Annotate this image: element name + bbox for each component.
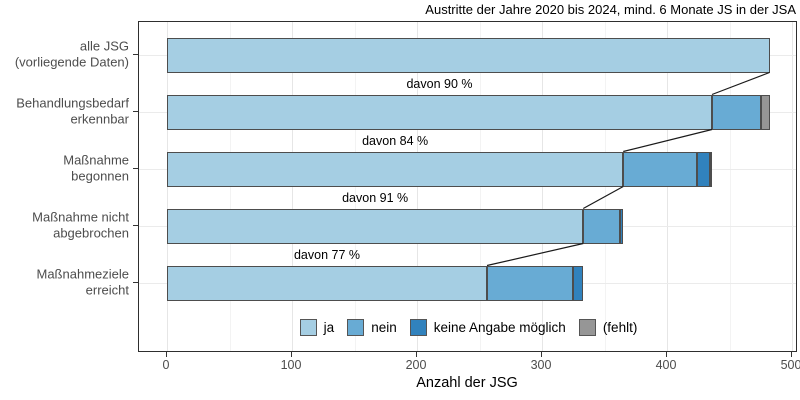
y-axis-label-line: Behandlungsbedarf xyxy=(16,95,129,111)
gridline-major xyxy=(292,22,293,351)
bar-segment-ja xyxy=(167,37,770,73)
bar-segment-keine_angabe xyxy=(697,151,710,187)
bar-segment-fehlt xyxy=(709,151,712,187)
annotation-davon: davon 91 % xyxy=(342,190,409,205)
bar-segment-nein xyxy=(623,151,697,187)
bar-segment-fehlt xyxy=(760,94,770,130)
y-axis-label-line: erkennbar xyxy=(70,111,129,126)
x-axis-tick xyxy=(416,352,417,357)
gridline-major xyxy=(417,22,418,351)
bar-segment-keine_angabe xyxy=(573,265,584,301)
gridline-major xyxy=(542,22,543,351)
gridline-minor xyxy=(229,22,231,351)
x-axis-title: Anzahl der JSG xyxy=(416,375,518,391)
legend-swatch-nein xyxy=(347,318,365,336)
y-axis-label-line: Maßnahme xyxy=(63,152,129,168)
y-axis-label-line: (vorliegende Daten) xyxy=(14,54,129,69)
annotation-davon: davon 77 % xyxy=(293,247,361,262)
y-axis-tick xyxy=(133,111,138,112)
bar-segment-ja xyxy=(167,151,624,187)
gridline-minor xyxy=(354,22,356,351)
bar-segment-ja xyxy=(167,208,584,244)
x-axis-tick-label: 100 xyxy=(280,358,302,372)
y-axis-label: Maßnahme begonnen xyxy=(63,153,129,184)
connector-line xyxy=(486,242,584,267)
gridline-major xyxy=(167,22,168,351)
y-axis-label: Behandlungsbedarf erkennbar xyxy=(16,96,129,127)
y-axis-tick xyxy=(133,225,138,226)
y-axis-label-line: abgebrochen xyxy=(53,225,129,240)
legend-swatch-keine_angabe xyxy=(409,318,427,336)
y-axis-tick xyxy=(133,282,138,283)
bar-segment-ja xyxy=(167,94,712,130)
x-axis-tick xyxy=(791,352,792,357)
connector-line xyxy=(711,71,770,96)
legend-label: nein xyxy=(371,319,397,335)
bar-segment-nein xyxy=(583,208,620,244)
legend-swatch-ja xyxy=(299,318,317,336)
y-axis-label-line: begonnen xyxy=(71,168,129,183)
y-axis-label-line: alle JSG xyxy=(79,38,129,54)
gridline-major xyxy=(792,22,793,351)
y-axis-label: Maßnahmeziele erreicht xyxy=(37,267,130,298)
bar-segment-nein xyxy=(487,265,574,301)
y-axis-label-line: erreicht xyxy=(85,282,129,297)
x-axis-tick-label: 500 xyxy=(780,358,800,372)
legend-label: (fehlt) xyxy=(602,319,638,335)
legend: ja nein keine Angabe möglich (fehlt) xyxy=(139,312,796,342)
x-axis-tick-label: 200 xyxy=(405,358,427,372)
y-axis-tick xyxy=(133,168,138,169)
y-axis-label-line: Maßnahme nicht xyxy=(32,209,129,225)
y-axis-label: Maßnahme nicht abgebrochen xyxy=(32,210,129,241)
gridline-minor xyxy=(729,22,731,351)
gridline-major xyxy=(667,22,668,351)
x-axis-tick xyxy=(541,352,542,357)
legend-item-nein: nein xyxy=(347,318,397,336)
x-axis-tick xyxy=(291,352,292,357)
legend-label: ja xyxy=(323,319,335,335)
x-axis-tick-label: 0 xyxy=(162,358,170,372)
legend-item-keine_angabe: keine Angabe möglich xyxy=(409,318,566,336)
x-axis-tick xyxy=(666,352,667,357)
annotation-davon: davon 90 % xyxy=(406,76,473,91)
plot-panel: davon 90 % davon 84 % davon 91 % davon 77 %… xyxy=(138,21,797,352)
gridline-minor xyxy=(479,22,481,351)
x-axis-tick xyxy=(166,352,167,357)
x-axis-tick-label: 400 xyxy=(655,358,677,372)
x-axis-tick-label: 300 xyxy=(530,358,552,372)
connector-line xyxy=(582,185,624,210)
chart-title: Austritte der Jahre 2020 bis 2024, mind.… xyxy=(425,2,796,17)
annotation-davon: davon 84 % xyxy=(362,133,429,148)
legend-swatch-fehlt xyxy=(578,318,596,336)
bar-segment-keine_angabe xyxy=(619,208,624,244)
y-axis-tick xyxy=(133,54,138,55)
y-axis-label: alle JSG (vorliegende Daten) xyxy=(15,39,129,70)
legend-item-fehlt: (fehlt) xyxy=(578,318,638,336)
bar-segment-ja xyxy=(167,265,487,301)
legend-item-ja: ja xyxy=(299,318,335,336)
legend-label: keine Angabe möglich xyxy=(433,319,566,335)
bar-segment-nein xyxy=(712,94,761,130)
y-axis-label-line: Maßnahmeziele xyxy=(36,266,130,282)
